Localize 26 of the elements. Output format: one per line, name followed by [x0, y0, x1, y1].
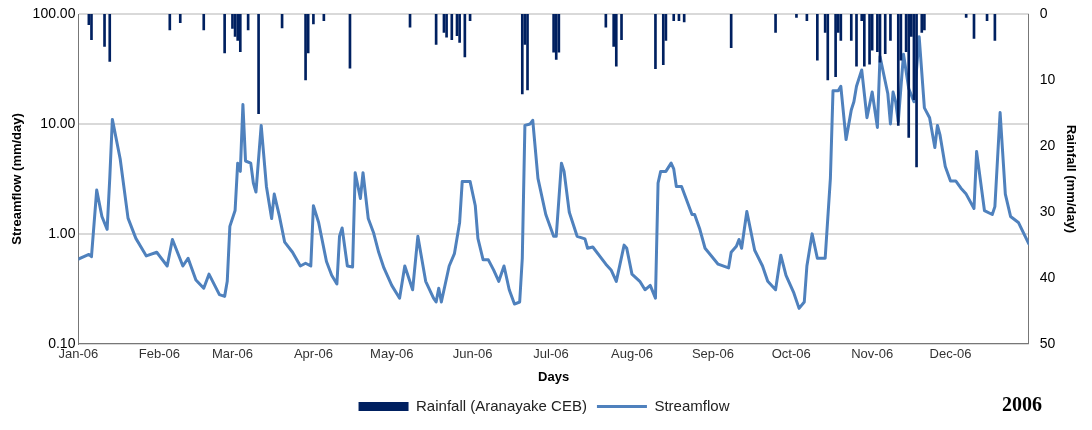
x-tick-label: Aug-06 [610, 346, 653, 362]
y2-tick-label: 40 [1039, 268, 1056, 285]
y-tick-label: 1.00 [48, 224, 76, 241]
legend-label: Rainfall (Aranayake CEB) [416, 396, 587, 414]
y2-tick-label: 0 [1039, 4, 1048, 21]
x-tick-label: Apr-06 [293, 346, 333, 362]
x-tick-label: Nov-06 [851, 346, 894, 362]
x-tick-label: Oct-06 [771, 346, 811, 362]
y-axis-title: Streamflow (mm/day) [9, 113, 25, 245]
x-tick-label: Dec-06 [929, 346, 972, 362]
legend-label: Streamflow [654, 396, 730, 414]
x-axis-title: Days [538, 368, 570, 384]
text: 2006 [1002, 393, 1042, 416]
y2-tick-label: 50 [1039, 334, 1056, 351]
y2-axis-title: Rainfall (mm/day) [1063, 124, 1079, 234]
x-tick-label: May-06 [370, 346, 414, 362]
x-tick-label: Jul-06 [533, 346, 569, 362]
y2-tick-label: 10 [1039, 70, 1056, 87]
x-tick-label: Feb-06 [138, 346, 180, 362]
y-tick-label: 10.00 [40, 114, 76, 131]
y2-tick-label: 20 [1039, 136, 1056, 153]
y-tick-label: 100.00 [32, 4, 76, 21]
y2-tick-label: 30 [1039, 202, 1056, 219]
x-tick-label: Sep-06 [691, 346, 734, 362]
x-tick-label: Jun-06 [452, 346, 493, 362]
x-tick-label: Mar-06 [211, 346, 254, 362]
